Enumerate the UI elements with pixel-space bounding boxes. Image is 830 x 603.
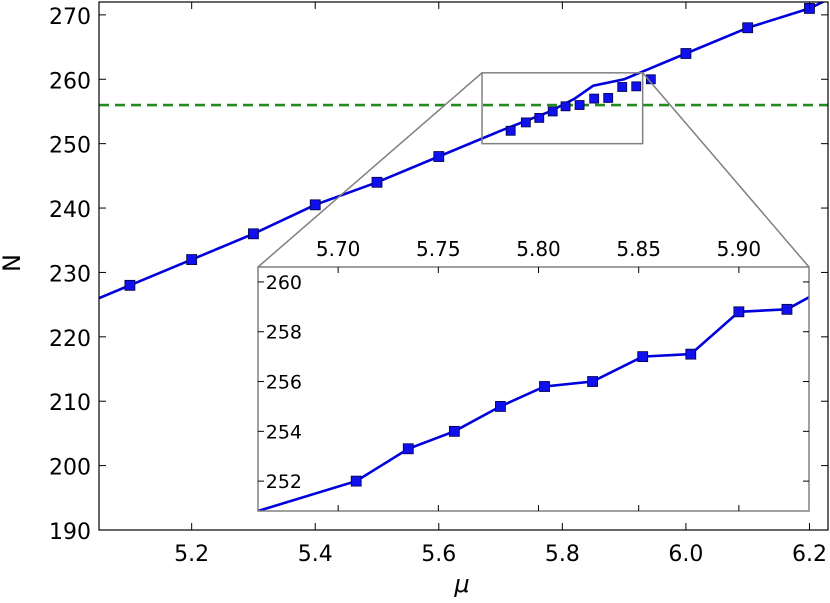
zoom-connectors	[257, 72, 810, 268]
y-tick-label: 240	[49, 198, 91, 223]
main-plot: 5.2 5.4 5.6 5.8 6.0 6.2 190 200 210 220 230 240 250 2…	[49, 1, 829, 567]
zoom-region-point	[547, 106, 558, 117]
inset-x-tick-label: 5.70	[316, 237, 361, 261]
y-axis-label: N	[0, 254, 26, 272]
main-plot-frame	[98, 1, 829, 531]
y-tick-label: 230	[49, 262, 91, 287]
inset-data-point	[539, 381, 550, 392]
y-tick-label: 260	[49, 69, 91, 94]
inset-plot: 5.70 5.75 5.80 5.85 5.90 252 254 256 258 260	[257, 237, 810, 512]
x-tick-label: 5.2	[174, 542, 209, 567]
data-point	[433, 151, 445, 162]
data-point	[680, 48, 692, 59]
inset-y-tick-label: 252	[266, 471, 302, 493]
inset-y-tick-label: 260	[266, 272, 302, 294]
zoom-connector-left	[257, 72, 483, 268]
zoom-region-point	[534, 113, 545, 123]
x-tick-label: 5.6	[421, 542, 456, 567]
inset-y-tick-label: 254	[266, 421, 302, 443]
data-point	[248, 228, 259, 240]
x-axis-label: μ	[453, 570, 469, 598]
x-tick-label: 5.8	[545, 542, 580, 567]
zoom-region-point	[520, 117, 531, 128]
zoom-region-point	[617, 82, 628, 92]
inset-data-point	[781, 303, 793, 315]
zoom-box	[481, 72, 644, 145]
inset-y-tick-label: 256	[266, 372, 302, 394]
data-point	[371, 176, 383, 188]
inset-data-point	[685, 348, 697, 360]
data-point	[309, 199, 321, 211]
zoom-region-point	[631, 81, 642, 92]
inset-frame	[257, 266, 810, 512]
x-tick-label: 5.4	[298, 542, 333, 567]
main-data-layer	[99, 2, 828, 300]
zoom-region-point	[560, 101, 571, 112]
inset-data-point	[402, 443, 414, 455]
inset-data-point	[495, 401, 506, 412]
inset-data-point	[637, 351, 649, 363]
inset-data-point	[350, 475, 362, 487]
data-point	[742, 22, 754, 34]
zoom-region-point	[505, 125, 516, 136]
zoom-connector-right	[642, 72, 810, 268]
y-tick-label: 270	[49, 5, 91, 30]
zoom-region-point	[645, 74, 656, 85]
y-tick-label: 250	[49, 134, 91, 159]
y-tick-label: 210	[49, 391, 91, 416]
x-tick-label: 6.2	[792, 542, 827, 567]
data-point	[124, 279, 136, 291]
inset-x-tick-label: 5.80	[516, 237, 561, 261]
inset-x-tick-label: 5.85	[616, 237, 661, 261]
x-tick-label: 6.0	[668, 542, 703, 567]
inset-data-layer	[258, 267, 809, 511]
inset-x-tick-label: 5.90	[717, 237, 762, 261]
inset-data-point	[733, 306, 745, 318]
inset-data-point	[587, 376, 599, 387]
inset-y-tick-label: 258	[266, 322, 302, 344]
y-tick-label: 200	[49, 456, 91, 481]
y-tick-label: 190	[49, 520, 91, 545]
zoom-region-point	[589, 93, 600, 104]
inset-data-point	[448, 425, 460, 437]
inset-background	[258, 267, 809, 511]
zoom-region-point	[574, 100, 585, 110]
y-tick-label: 220	[49, 327, 91, 352]
inset-x-tick-label: 5.75	[416, 237, 461, 261]
zoom-region-point	[603, 93, 614, 103]
data-point	[186, 254, 198, 265]
